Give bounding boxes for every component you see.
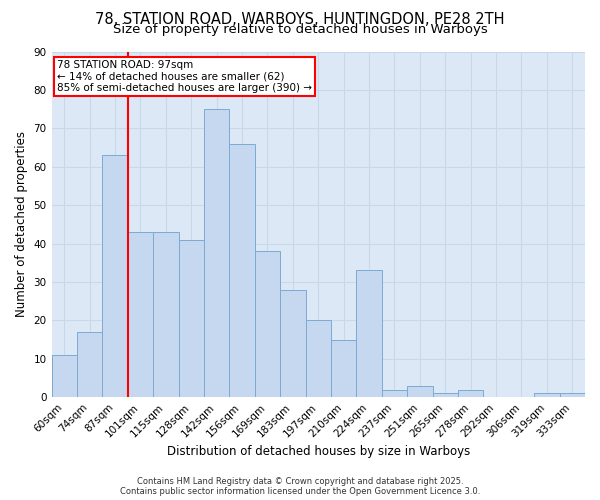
Bar xyxy=(179,240,204,397)
Bar xyxy=(560,394,585,397)
Bar xyxy=(458,390,484,397)
Bar xyxy=(534,394,560,397)
Bar xyxy=(433,394,458,397)
Text: Contains HM Land Registry data © Crown copyright and database right 2025.
Contai: Contains HM Land Registry data © Crown c… xyxy=(120,476,480,496)
Bar xyxy=(280,290,305,397)
Bar xyxy=(331,340,356,397)
Bar xyxy=(407,386,433,397)
Bar xyxy=(229,144,255,397)
Bar xyxy=(305,320,331,397)
Text: 78, STATION ROAD, WARBOYS, HUNTINGDON, PE28 2TH: 78, STATION ROAD, WARBOYS, HUNTINGDON, P… xyxy=(95,12,505,28)
X-axis label: Distribution of detached houses by size in Warboys: Distribution of detached houses by size … xyxy=(167,444,470,458)
Bar xyxy=(204,109,229,397)
Y-axis label: Number of detached properties: Number of detached properties xyxy=(15,132,28,318)
Bar xyxy=(77,332,103,397)
Bar xyxy=(153,232,179,397)
Bar xyxy=(356,270,382,397)
Bar xyxy=(52,355,77,397)
Bar xyxy=(128,232,153,397)
Bar xyxy=(255,252,280,397)
Text: 78 STATION ROAD: 97sqm
← 14% of detached houses are smaller (62)
85% of semi-det: 78 STATION ROAD: 97sqm ← 14% of detached… xyxy=(57,60,312,94)
Text: Size of property relative to detached houses in Warboys: Size of property relative to detached ho… xyxy=(113,22,487,36)
Bar xyxy=(382,390,407,397)
Bar xyxy=(103,155,128,397)
